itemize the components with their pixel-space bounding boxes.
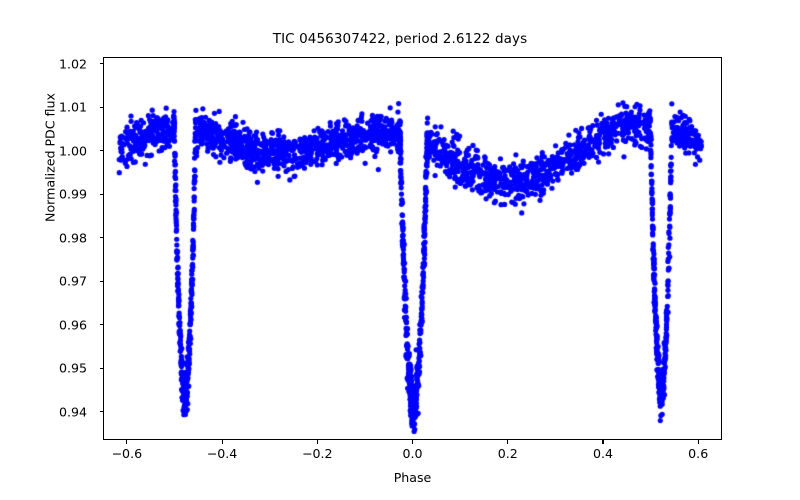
y-tick-label: 1.01 <box>58 99 87 115</box>
x-tick-mark <box>697 440 699 444</box>
y-tick-label: 0.94 <box>58 404 87 420</box>
x-tick-label: 0.6 <box>688 446 709 461</box>
scatter-plot-points <box>104 58 721 439</box>
x-tick-label: 0.0 <box>402 446 423 461</box>
y-tick-mark <box>99 367 103 369</box>
x-tick-mark <box>316 440 318 444</box>
y-tick-mark <box>99 324 103 326</box>
x-axis-label: Phase <box>393 470 432 485</box>
x-tick-label: 0.2 <box>497 446 518 461</box>
y-tick-label: 1.02 <box>58 56 87 72</box>
y-tick-label: 0.99 <box>58 186 87 202</box>
y-tick-label: 0.98 <box>58 230 87 246</box>
plot-axes-frame <box>103 57 722 440</box>
y-tick-label: 0.95 <box>58 360 87 376</box>
x-tick-mark <box>412 440 414 444</box>
y-tick-mark <box>99 63 103 65</box>
y-tick-label: 0.97 <box>58 273 87 289</box>
x-tick-label: −0.6 <box>111 446 143 461</box>
y-tick-label: 0.96 <box>58 317 87 333</box>
x-tick-label: 0.4 <box>592 446 613 461</box>
y-tick-label: 1.00 <box>58 143 87 159</box>
y-tick-mark <box>99 280 103 282</box>
x-tick-label: −0.2 <box>301 446 333 461</box>
y-tick-mark <box>99 237 103 239</box>
x-tick-mark <box>221 440 223 444</box>
x-tick-mark <box>602 440 604 444</box>
x-tick-label: −0.4 <box>206 446 238 461</box>
y-tick-mark <box>99 411 103 413</box>
chart-title: TIC 0456307422, period 2.6122 days <box>272 31 528 47</box>
y-tick-mark <box>99 193 103 195</box>
x-tick-mark <box>507 440 509 444</box>
y-tick-mark <box>99 106 103 108</box>
y-tick-mark <box>99 150 103 152</box>
x-tick-mark <box>126 440 128 444</box>
